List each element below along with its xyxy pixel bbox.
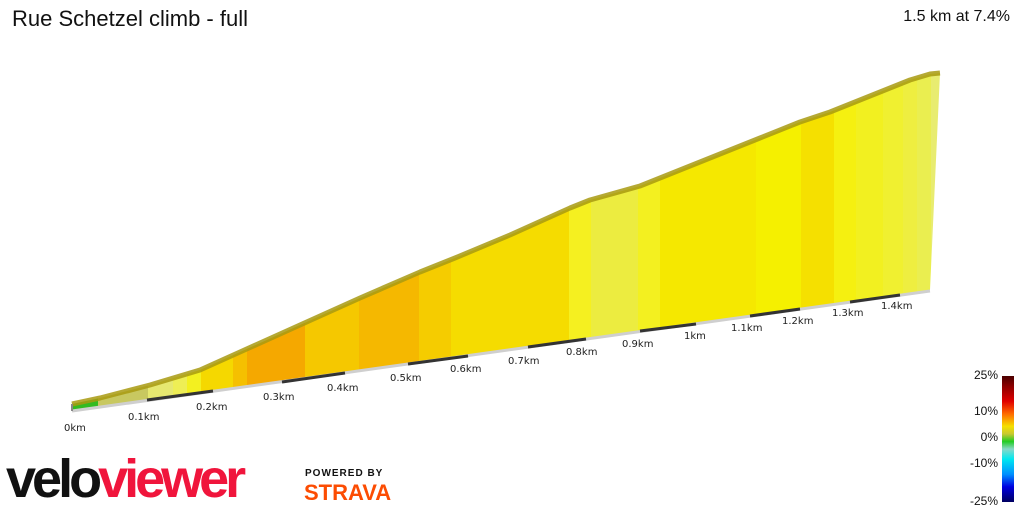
logo-velo: velo xyxy=(6,449,102,509)
powered-by-label: POWERED BY xyxy=(305,468,384,479)
tick-label: 0.5km xyxy=(390,373,421,384)
tick-label: 0.6km xyxy=(450,364,481,375)
tick-label: 0.2km xyxy=(196,402,227,413)
tick-label: 0.8km xyxy=(566,347,597,358)
strava-logo: STRAVA xyxy=(304,480,392,505)
legend-label: 0% xyxy=(980,430,998,444)
legend-label: -25% xyxy=(969,494,998,508)
tick-label: 0.1km xyxy=(128,412,159,423)
legend-label: 25% xyxy=(973,368,998,382)
tick-label: 1.3km xyxy=(832,308,863,319)
tick-label: 1km xyxy=(684,331,706,342)
tick-label: 1.2km xyxy=(782,316,813,327)
tick-label: 0.7km xyxy=(508,356,539,367)
gradient-colorbar xyxy=(1002,376,1014,502)
logo-viewer: viewer xyxy=(98,449,246,509)
climb-summary: 1.5 km at 7.4% xyxy=(903,8,1010,25)
page-title: Rue Schetzel climb - full xyxy=(12,6,248,31)
tick-label: 0.3km xyxy=(263,392,294,403)
gradient-legend: 25% 10% 0% -10% -25% xyxy=(960,368,1024,512)
tick-label: 0.9km xyxy=(622,339,653,350)
tick-label: 0.4km xyxy=(327,383,358,394)
legend-label: 10% xyxy=(973,404,998,418)
legend-label: -10% xyxy=(969,456,998,470)
x-axis-ticks: 0km 0.1km 0.2km 0.3km 0.4km 0.5km 0.6km … xyxy=(64,301,912,434)
tick-label: 1.1km xyxy=(731,323,762,334)
profile-ridge xyxy=(71,70,941,407)
tick-label: 1.4km xyxy=(881,301,912,312)
km-dashes xyxy=(146,293,901,402)
tick-label: 0km xyxy=(64,423,86,434)
veloviewer-logo: veloviewer xyxy=(6,449,246,509)
